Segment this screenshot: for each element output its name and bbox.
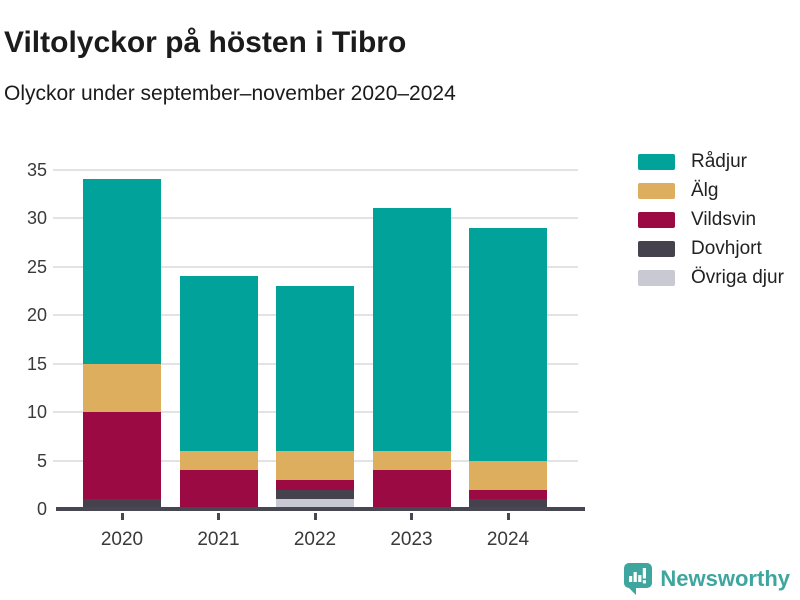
legend-item: Rådjur [638,147,784,176]
gridline [53,217,578,219]
bar-2024 [469,227,547,509]
bar-segment-Övriga djur [276,499,354,509]
bar-segment-Älg [276,450,354,480]
bar-2020 [83,179,161,509]
bar-2023 [372,208,451,509]
legend-item: Dovhjort [638,234,784,263]
legend-swatch [638,269,675,286]
legend-label: Älg [691,179,719,201]
x-tick [120,513,124,520]
x-tick-label: 2021 [197,529,240,550]
legend-item: Vildsvin [638,205,784,234]
bar-segment-Rådjur [83,179,161,364]
bar-2021 [179,276,258,509]
y-tick-label: 15 [26,353,47,374]
x-tick-label: 2024 [486,529,530,550]
x-tick-label: 2022 [293,529,337,550]
bar-segment-Vildsvin [372,470,451,509]
legend-item: Älg [638,176,784,205]
y-tick-label: 20 [26,305,47,325]
bar-segment-Vildsvin [276,479,354,490]
bar-segment-Älg [179,450,258,471]
y-tick-label: 10 [26,402,47,422]
legend-label: Övriga djur [691,266,784,288]
bar-segment-Rådjur [276,285,354,451]
x-tick [217,513,220,520]
newsworthy-logo-text: Newsworthy [660,566,790,591]
y-tick-label: 35 [26,159,47,180]
newsworthy-branding: Newsworthy [622,562,790,596]
y-tick-label: 5 [36,450,47,471]
bar-segment-Dovhjort [469,499,547,509]
bar-segment-Rådjur [469,227,547,461]
bar-segment-Älg [372,450,451,471]
legend-label: Dovhjort [691,237,762,259]
x-tick [313,513,317,520]
x-tick [506,513,510,520]
bar-segment-Vildsvin [469,489,547,500]
bar-segment-Älg [83,363,161,413]
x-tick [410,513,413,520]
gridline [53,265,578,268]
legend: Rådjur Älg Vildsvin Dovhjort Övriga djur [638,147,784,292]
bar-segment-Rådjur [179,276,258,451]
bar-segment-Dovhjort [83,499,161,509]
legend-label: Vildsvin [691,208,757,230]
gridline [53,168,578,171]
legend-swatch [638,182,675,199]
bar-2022 [276,285,354,509]
legend-swatch [638,240,675,257]
bar-segment-Vildsvin [83,412,161,500]
bar-segment-Vildsvin [179,470,258,509]
bar-segment-Rådjur [372,208,451,451]
newsworthy-logo-icon [624,563,653,595]
legend-swatch [638,153,675,170]
legend-item: Övriga djur [638,263,784,292]
plot-area: 0 5 10 15 20 25 30 35 2020 2021 2022 2023 2024 [27,160,585,550]
x-axis-line [56,507,585,511]
chart-subtitle: Olyckor under september–november 2020–20… [4,82,456,105]
y-tick-label: 30 [26,208,47,228]
chart-title: Viltolyckor på hösten i Tibro [4,26,407,60]
x-tick-label: 2020 [100,529,144,550]
bar-segment-Älg [469,460,547,490]
x-tick-label: 2023 [390,529,433,550]
y-tick-label: 0 [36,499,47,519]
bar-segment-Dovhjort [276,489,354,500]
y-tick-label: 25 [26,256,47,277]
legend-swatch [638,211,675,228]
legend-label: Rådjur [691,150,747,172]
